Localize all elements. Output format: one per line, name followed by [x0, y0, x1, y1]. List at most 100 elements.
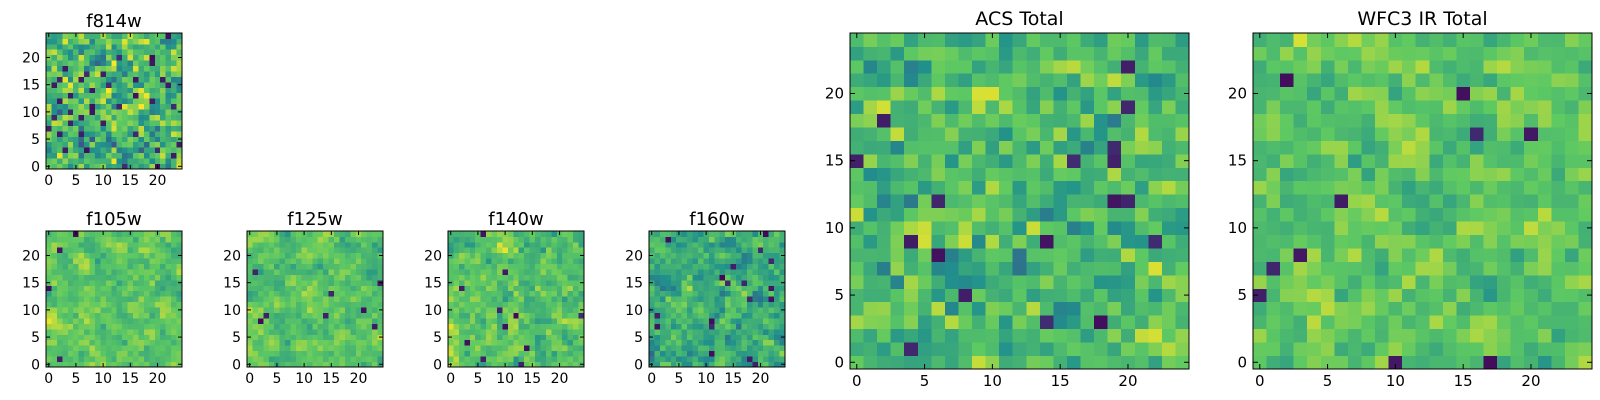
- heatmap-cell: [741, 345, 748, 352]
- heatmap-cell: [111, 54, 118, 61]
- heatmap-cell: [877, 100, 892, 115]
- heatmap-cell: [1266, 274, 1281, 289]
- heatmap-cell: [1347, 33, 1362, 47]
- heatmap-cell: [165, 103, 172, 110]
- heatmap-cell: [1080, 355, 1095, 370]
- heatmap-cell: [268, 247, 275, 254]
- heatmap-cell: [154, 130, 161, 137]
- heatmap-cell: [518, 236, 525, 243]
- heatmap-cell: [127, 339, 134, 346]
- heatmap-cell: [1266, 261, 1281, 276]
- heatmap-cell: [105, 339, 112, 346]
- heatmap-cell: [768, 285, 775, 292]
- heatmap-cell: [1334, 33, 1349, 47]
- heatmap-cell: [46, 130, 52, 137]
- heatmap-cell: [518, 307, 525, 313]
- heatmap-cell: [1375, 221, 1389, 235]
- heatmap-cell: [464, 274, 471, 281]
- heatmap-cell: [687, 252, 693, 259]
- heatmap-cell: [171, 141, 177, 148]
- heatmap-cell: [1280, 248, 1295, 262]
- heatmap-cell: [972, 86, 986, 101]
- heatmap-cell: [578, 356, 585, 362]
- heatmap-cell: [143, 71, 150, 77]
- heatmap-cell: [306, 345, 313, 352]
- heatmap-cell: [654, 356, 661, 362]
- heatmap-cell: [46, 43, 52, 50]
- heatmap-cell: [285, 312, 291, 319]
- heatmap-cell: [165, 334, 172, 341]
- heatmap-cell: [890, 73, 905, 88]
- heatmap-cell: [171, 109, 177, 115]
- heatmap-cell: [247, 247, 253, 254]
- heatmap-cell: [1026, 46, 1041, 61]
- heatmap-cell: [1469, 33, 1484, 47]
- heatmap-cell: [877, 328, 892, 343]
- heatmap-cell: [111, 141, 118, 148]
- heatmap-cell: [301, 252, 308, 259]
- heatmap-cell: [1347, 261, 1362, 276]
- heatmap-cell: [496, 328, 503, 335]
- heatmap-cell: [285, 334, 291, 341]
- heatmap-cell: [535, 312, 541, 319]
- heatmap-cell: [458, 301, 465, 308]
- heatmap-cell: [67, 98, 74, 105]
- heatmap-cell: [1564, 194, 1579, 209]
- heatmap-cell: [1578, 194, 1593, 209]
- panel-title: f125w: [287, 209, 342, 230]
- heatmap-cell: [779, 328, 786, 335]
- heatmap-cell: [165, 269, 172, 275]
- heatmap-cell: [687, 290, 693, 297]
- heatmap-cell: [1175, 59, 1190, 74]
- heatmap-cell: [268, 296, 275, 303]
- heatmap-cell: [1053, 207, 1068, 222]
- heatmap-cell: [567, 279, 574, 286]
- heatmap-cell: [540, 350, 547, 357]
- heatmap-cell: [1161, 33, 1176, 47]
- heatmap-cell: [917, 127, 932, 141]
- heatmap-cell: [62, 318, 69, 324]
- heatmap-cell: [502, 258, 509, 265]
- heatmap-cell: [480, 334, 487, 341]
- heatmap-cell: [1148, 194, 1163, 209]
- heatmap-cell: [295, 307, 302, 313]
- heatmap-cell: [958, 342, 973, 356]
- heatmap-cell: [73, 43, 80, 50]
- heatmap-cell: [676, 236, 683, 243]
- heatmap-cell: [659, 361, 666, 368]
- heatmap-cell: [692, 247, 699, 254]
- heatmap-cell: [757, 323, 764, 330]
- heatmap-cell: [73, 147, 80, 154]
- heatmap-cell: [355, 301, 362, 308]
- heatmap-cell: [165, 163, 172, 170]
- y-tick-label: 20: [22, 50, 40, 66]
- heatmap-cell: [496, 279, 503, 286]
- heatmap-cell: [67, 92, 74, 99]
- heatmap-cell: [143, 147, 150, 154]
- heatmap-cell: [84, 125, 90, 132]
- heatmap-cells: [850, 33, 1190, 370]
- heatmap-cell: [67, 76, 74, 83]
- heatmap-cell: [111, 130, 118, 137]
- heatmap-cell: [1094, 207, 1109, 222]
- heatmap-cell: [1524, 248, 1539, 262]
- heatmap-cell: [524, 241, 530, 248]
- heatmap-cell: [127, 136, 134, 143]
- heatmap-cell: [295, 279, 302, 286]
- heatmap-cell: [149, 345, 156, 352]
- heatmap-cell: [1537, 261, 1552, 276]
- heatmap-cell: [279, 350, 286, 357]
- heatmap-cell: [985, 301, 1000, 316]
- heatmap-cell: [105, 114, 112, 121]
- heatmap-cell: [1161, 86, 1176, 101]
- heatmap-cell: [138, 334, 145, 341]
- heatmap-cell: [78, 92, 85, 99]
- heatmap-cell: [1280, 127, 1295, 141]
- heatmap-cell: [1524, 234, 1539, 249]
- heatmap-cell: [127, 307, 134, 313]
- heatmap-cell: [100, 285, 107, 292]
- heatmap-cell: [56, 103, 63, 110]
- heatmap-cell: [518, 285, 525, 292]
- heatmap-cell: [154, 356, 161, 362]
- heatmap-cell: [1121, 140, 1136, 155]
